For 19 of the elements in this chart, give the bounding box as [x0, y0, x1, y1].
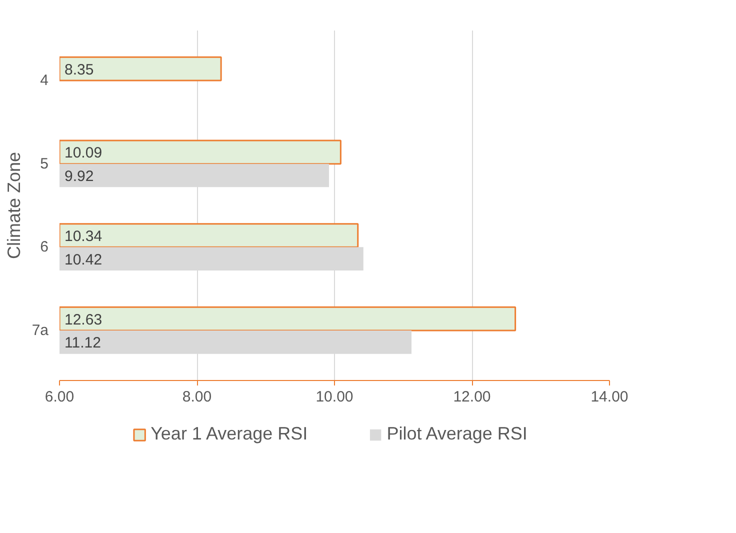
- x-tick-label: 8.00: [182, 388, 212, 406]
- data-label: 9.92: [64, 168, 94, 185]
- data-label: 10.34: [64, 228, 102, 245]
- y-tick-label: 5: [40, 155, 48, 172]
- y-tick-label: 4: [40, 72, 48, 89]
- y-tick-label: 6: [40, 238, 48, 256]
- data-label: 10.42: [64, 251, 102, 268]
- legend-label: Pilot Average RSI: [386, 424, 528, 444]
- legend-label: Year 1 Average RSI: [150, 424, 308, 444]
- data-label: 8.35: [64, 61, 94, 78]
- x-tick-label: 10.00: [316, 388, 354, 406]
- x-tick-label: 12.00: [453, 388, 491, 406]
- data-label: 12.63: [64, 311, 102, 328]
- y-axis-title: Climate Zone: [4, 152, 24, 260]
- data-label: 11.12: [64, 334, 101, 352]
- x-tick-label: 14.00: [590, 388, 628, 406]
- x-tick-label: 6.00: [44, 388, 74, 406]
- data-label: 10.09: [64, 144, 102, 162]
- y-tick-label: 7a: [32, 322, 50, 339]
